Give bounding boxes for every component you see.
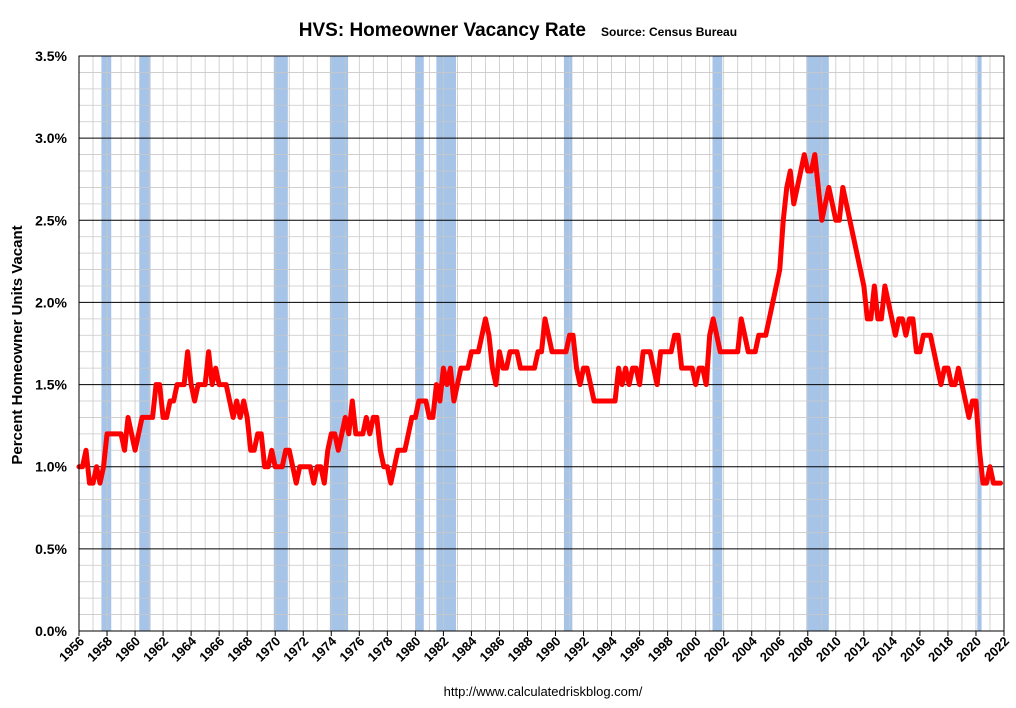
x-tick-label: 1982 bbox=[420, 634, 451, 665]
recession-band bbox=[101, 56, 112, 631]
x-tick-label: 1992 bbox=[561, 634, 592, 665]
x-axis-ticks: 1956195819601962196419661968197019721974… bbox=[56, 631, 1012, 665]
x-tick-label: 2000 bbox=[673, 634, 704, 665]
plot-border bbox=[78, 55, 1005, 632]
recession-band bbox=[977, 56, 982, 631]
y-tick-label: 0.5% bbox=[35, 541, 67, 557]
x-tick-label: 1968 bbox=[224, 634, 255, 665]
y-axis-ticks: 0.0% 0.5% 1.0% 1.5% 2.0% 2.5% 3.0% 3.5% bbox=[35, 48, 67, 639]
x-tick-label: 1964 bbox=[168, 633, 200, 665]
recession-band bbox=[139, 56, 151, 631]
chart-title: HVS: Homeowner Vacancy Rate bbox=[299, 20, 586, 41]
y-tick-label: 2.0% bbox=[35, 294, 67, 310]
x-tick-label: 1960 bbox=[112, 634, 143, 665]
recession-band bbox=[806, 56, 829, 631]
x-tick-label: 2016 bbox=[897, 634, 928, 665]
x-tick-label: 1972 bbox=[280, 634, 311, 665]
x-tick-label: 2020 bbox=[953, 634, 984, 665]
x-tick-label: 2006 bbox=[757, 634, 788, 665]
x-tick-label: 1990 bbox=[533, 634, 564, 665]
x-tick-label: 1988 bbox=[505, 634, 536, 665]
x-tick-label: 1978 bbox=[364, 634, 395, 665]
x-tick-label: 1996 bbox=[617, 634, 648, 665]
x-tick-label: 1984 bbox=[448, 633, 480, 665]
x-tick-label: 2014 bbox=[869, 633, 901, 665]
vacancy-rate-line bbox=[76, 152, 1003, 486]
y-axis-label: Percent Homeowner Units Vacant bbox=[9, 225, 26, 464]
recession-band bbox=[415, 56, 424, 631]
x-tick-label: 2008 bbox=[785, 634, 816, 665]
y-tick-label: 1.0% bbox=[35, 459, 67, 475]
y-tick-label: 3.5% bbox=[35, 48, 67, 64]
x-tick-label: 1970 bbox=[252, 634, 283, 665]
x-tick-label: 2022 bbox=[981, 634, 1012, 665]
chart-subtitle: Source: Census Bureau bbox=[601, 25, 737, 39]
vacancy-rate-series bbox=[76, 152, 1003, 486]
x-tick-label: 2004 bbox=[729, 633, 761, 665]
x-tick-label: 1994 bbox=[589, 633, 621, 665]
recession-band bbox=[273, 56, 288, 631]
x-tick-label: 1962 bbox=[140, 634, 171, 665]
x-tick-label: 2002 bbox=[701, 634, 732, 665]
x-tick-label: 1976 bbox=[336, 634, 367, 665]
recession-band bbox=[436, 56, 457, 631]
recession-bands bbox=[101, 56, 982, 631]
y-tick-label: 2.5% bbox=[35, 212, 67, 228]
x-tick-label: 1998 bbox=[645, 634, 676, 665]
plot-frame bbox=[78, 55, 1005, 632]
x-tick-label: 1980 bbox=[392, 634, 423, 665]
x-tick-label: 1986 bbox=[477, 634, 508, 665]
recession-band bbox=[329, 56, 349, 631]
x-tick-label: 2010 bbox=[813, 634, 844, 665]
x-tick-label: 1958 bbox=[84, 634, 115, 665]
x-tick-label: 1966 bbox=[196, 634, 227, 665]
y-tick-label: 3.0% bbox=[35, 130, 67, 146]
y-tick-label: 0.0% bbox=[35, 623, 67, 639]
source-url: http://www.calculatedriskblog.com/ bbox=[444, 684, 643, 699]
x-tick-label: 2018 bbox=[925, 634, 956, 665]
x-tick-label: 1974 bbox=[308, 633, 340, 665]
x-tick-label: 2012 bbox=[841, 634, 872, 665]
y-tick-label: 1.5% bbox=[35, 377, 67, 393]
